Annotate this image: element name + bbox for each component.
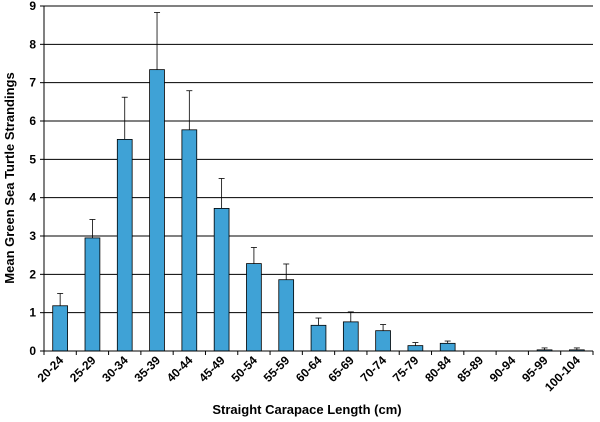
x-tick-label: 65-69: [325, 353, 357, 385]
error-bars: [57, 12, 580, 350]
x-tick-label: 50-54: [228, 353, 260, 385]
bar: [375, 330, 391, 352]
bar: [52, 305, 68, 352]
x-tick-label: 35-39: [132, 353, 164, 385]
gridlines: [44, 5, 593, 314]
x-tick-label: 20-24: [35, 353, 67, 385]
y-tick-label: 5: [29, 152, 36, 166]
y-tick-label: 4: [29, 191, 36, 205]
y-axis-title: Mean Green Sea Turtle Strandings: [2, 72, 17, 283]
y-tick-label: 9: [29, 0, 36, 13]
bar: [407, 345, 424, 352]
x-tick-label: 70-74: [358, 353, 390, 385]
bar: [116, 138, 133, 352]
bar: [439, 342, 456, 352]
x-tick-labels: 20-24 25-29 30-34 35-39 40-44 45-49 50-54 55-59…: [35, 353, 584, 394]
bar: [246, 263, 262, 352]
x-tick-label: 100-104: [542, 353, 583, 394]
y-tick-label: 7: [29, 76, 36, 90]
bar: [84, 237, 101, 352]
y-tick-label: 0: [29, 344, 36, 358]
bar: [278, 279, 295, 352]
x-tick-label: 60-64: [293, 353, 325, 385]
bar: [213, 207, 230, 352]
bar: [342, 321, 359, 352]
bar: [310, 324, 327, 352]
bars: [52, 69, 585, 352]
x-tick-label: 90-94: [487, 353, 519, 385]
bar: [149, 69, 165, 352]
y-tick-label: 1: [29, 306, 36, 320]
y-tick-label: 6: [29, 114, 36, 128]
y-tick-label: 8: [29, 37, 36, 51]
x-tick-label: 25-29: [67, 353, 99, 385]
x-tick-label: 55-59: [261, 353, 293, 385]
x-tick-label: 75-79: [390, 353, 422, 385]
x-tick-label: 40-44: [164, 353, 196, 385]
axes: [40, 5, 594, 355]
x-tick-label: 80-84: [422, 353, 454, 385]
y-tick-label: 2: [29, 267, 36, 281]
x-tick-label: 30-34: [99, 353, 131, 385]
y-tick-label: 3: [29, 229, 36, 243]
x-axis-title: Straight Carapace Length (cm): [212, 402, 401, 417]
x-tick-label: 85-89: [454, 353, 486, 385]
x-tick-label: 45-49: [196, 353, 228, 385]
bar: [181, 129, 198, 352]
y-tick-labels: 0 1 2 3 4 5 6 7 8 9: [29, 0, 36, 358]
